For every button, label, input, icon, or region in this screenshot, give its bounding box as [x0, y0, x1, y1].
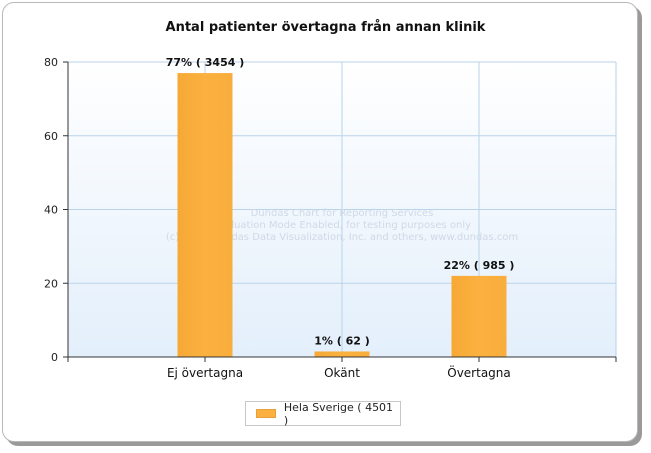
x-tick-label: Okänt — [324, 366, 360, 380]
watermark-text: (c) 2007 Dundas Data Visualization, Inc.… — [166, 232, 518, 243]
watermark-text: Evaluation Mode Enabled, for testing pur… — [213, 220, 471, 231]
x-tick-label: Ej övertagna — [167, 366, 243, 380]
bar-data-label: 22% ( 985 ) — [444, 259, 515, 272]
bar-3 — [451, 275, 507, 357]
bar-1 — [177, 73, 233, 357]
chart-title: Antal patienter övertagna från annan kli… — [165, 20, 486, 35]
y-tick-label: 40 — [44, 204, 58, 217]
watermark-text: Dundas Chart for Reporting Services — [251, 208, 434, 219]
y-tick-label: 80 — [44, 56, 58, 69]
y-tick-label: 60 — [44, 130, 58, 143]
bar-data-label: 1% ( 62 ) — [314, 334, 370, 347]
legend-swatch — [256, 409, 276, 418]
y-tick-label: 20 — [44, 277, 58, 290]
bar-data-label: 77% ( 3454 ) — [166, 56, 245, 69]
legend: Hela Sverige ( 4501 ) — [245, 400, 401, 427]
y-tick-label: 0 — [51, 351, 58, 364]
legend-label: Hela Sverige ( 4501 ) — [283, 400, 394, 427]
x-tick-label: Övertagna — [447, 364, 511, 380]
bar-2 — [314, 351, 370, 357]
